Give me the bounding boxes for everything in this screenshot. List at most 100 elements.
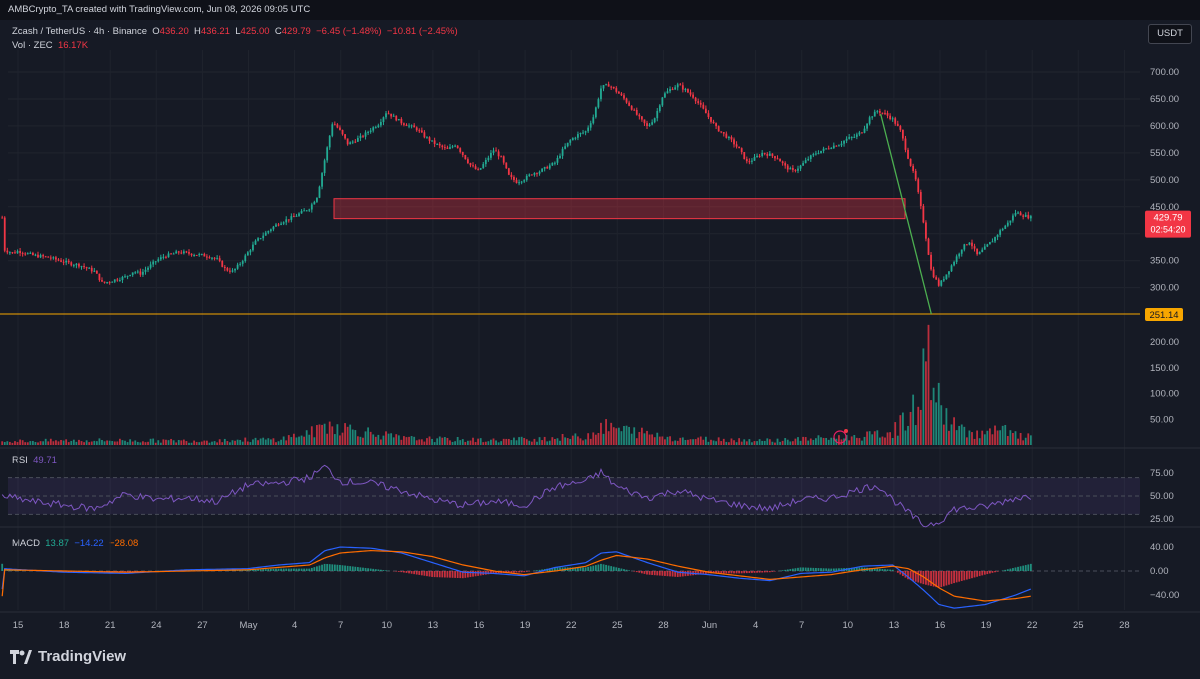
macd-histogram-bar <box>364 567 367 571</box>
candle-body <box>236 264 239 269</box>
candle-body <box>377 125 380 128</box>
volume-bar <box>950 424 953 445</box>
volume-bar <box>134 440 137 445</box>
macd-label[interactable]: MACD <box>12 538 40 549</box>
macd-histogram-bar <box>431 571 433 577</box>
macd-histogram-bar <box>991 571 994 573</box>
candle-body <box>108 282 111 284</box>
volume-bar <box>968 430 971 445</box>
symbol-name[interactable]: Zcash / TetherUS · 4h · Binance <box>12 26 147 37</box>
volume-bar <box>6 441 9 445</box>
time-tick-label: 13 <box>428 620 439 631</box>
candle-body <box>95 270 98 274</box>
volume-bar <box>346 426 349 445</box>
time-tick-label: 27 <box>197 620 208 631</box>
volume-bar <box>745 441 748 445</box>
candle-body <box>461 151 464 156</box>
alert-icon <box>833 430 847 444</box>
macd-histogram-bar <box>300 568 303 571</box>
candle-body <box>942 279 945 281</box>
volume-bar <box>1 441 4 445</box>
candle-body <box>113 279 116 282</box>
volume-bar <box>697 437 700 445</box>
support-price-tag <box>1145 308 1183 321</box>
axis-labels: 700.00650.00600.00550.00500.00450.00400.… <box>13 67 1180 631</box>
currency-button[interactable]: USDT <box>1148 24 1192 44</box>
candle-body <box>1027 214 1030 219</box>
volume-bar <box>37 442 39 445</box>
macd-histogram-bar <box>651 571 654 575</box>
candle-body <box>725 133 728 138</box>
volume-bar <box>172 440 175 445</box>
macd-histogram-bar <box>316 566 318 571</box>
candle-body <box>277 224 280 226</box>
volume-bar <box>95 441 98 445</box>
candle-body <box>211 257 213 259</box>
macd-histogram-bar <box>525 571 528 572</box>
candle-body <box>922 206 925 223</box>
volume-bar <box>912 394 915 445</box>
price-chart[interactable]: 700.00650.00600.00550.00500.00450.00400.… <box>0 0 1200 634</box>
candle-body <box>443 147 446 149</box>
macd-histogram-bar <box>249 569 252 571</box>
volume-bar <box>67 442 70 445</box>
candle-body <box>323 160 326 174</box>
volume-bar <box>1027 433 1030 445</box>
volume-bar <box>226 441 229 445</box>
volume-bar <box>487 441 490 445</box>
candle-body <box>26 253 29 255</box>
volume-bar <box>47 441 50 445</box>
candle-body <box>945 274 948 280</box>
volume-bar <box>930 400 932 445</box>
candle-body <box>697 101 700 103</box>
volume-bar <box>809 438 812 445</box>
macd-histogram-bar <box>753 571 756 573</box>
volume-bar <box>308 434 311 445</box>
candle-body <box>31 252 34 256</box>
candle-body <box>116 279 119 281</box>
volume-bar <box>285 440 288 445</box>
macd-histogram-bar <box>587 566 590 571</box>
candle-body <box>72 265 75 267</box>
candle-body <box>541 168 544 172</box>
volume-value: 16.17K <box>57 40 89 51</box>
candle-body <box>367 131 370 133</box>
candle-body <box>671 89 674 91</box>
macd-histogram-bar <box>830 568 833 571</box>
volume-label[interactable]: Vol · ZEC <box>12 40 53 51</box>
rsi-label[interactable]: RSI <box>12 455 28 466</box>
macd-histogram-bar <box>379 569 382 571</box>
candle-body <box>605 84 607 86</box>
macd-histogram-bar <box>420 571 423 576</box>
volume-bar <box>446 437 449 445</box>
volume-bar <box>625 425 628 445</box>
macd-histogram-bar <box>589 566 592 571</box>
candle-body <box>807 158 810 161</box>
volume-bar <box>113 441 116 445</box>
candle-body <box>285 219 288 223</box>
macd-histogram-bar <box>858 567 861 571</box>
volume-bar <box>530 441 533 445</box>
volume-bar <box>848 440 851 445</box>
macd-histogram-bar <box>536 570 538 571</box>
volume-bar <box>617 427 620 445</box>
macd-histogram-bar <box>666 571 669 577</box>
macd-histogram-bar <box>341 565 344 571</box>
macd-histogram-bar <box>625 569 628 571</box>
volume-bar <box>1012 432 1014 445</box>
volume-bar <box>321 424 323 445</box>
candle-body <box>973 246 976 249</box>
macd-histogram-bar <box>620 568 623 571</box>
volume-bar <box>533 438 536 445</box>
candle-body <box>362 135 364 137</box>
volume-bar <box>303 436 306 445</box>
candle-body <box>280 223 283 225</box>
candle-body <box>812 154 815 156</box>
volume-bar <box>817 435 820 445</box>
macd-histogram-bar <box>310 567 313 571</box>
current-price-value: 429.79 <box>1153 213 1182 224</box>
candle-body <box>282 222 285 224</box>
macd-histogram-bar <box>433 571 436 578</box>
macd-histogram-bar <box>728 571 730 574</box>
volume-bar <box>354 430 357 445</box>
